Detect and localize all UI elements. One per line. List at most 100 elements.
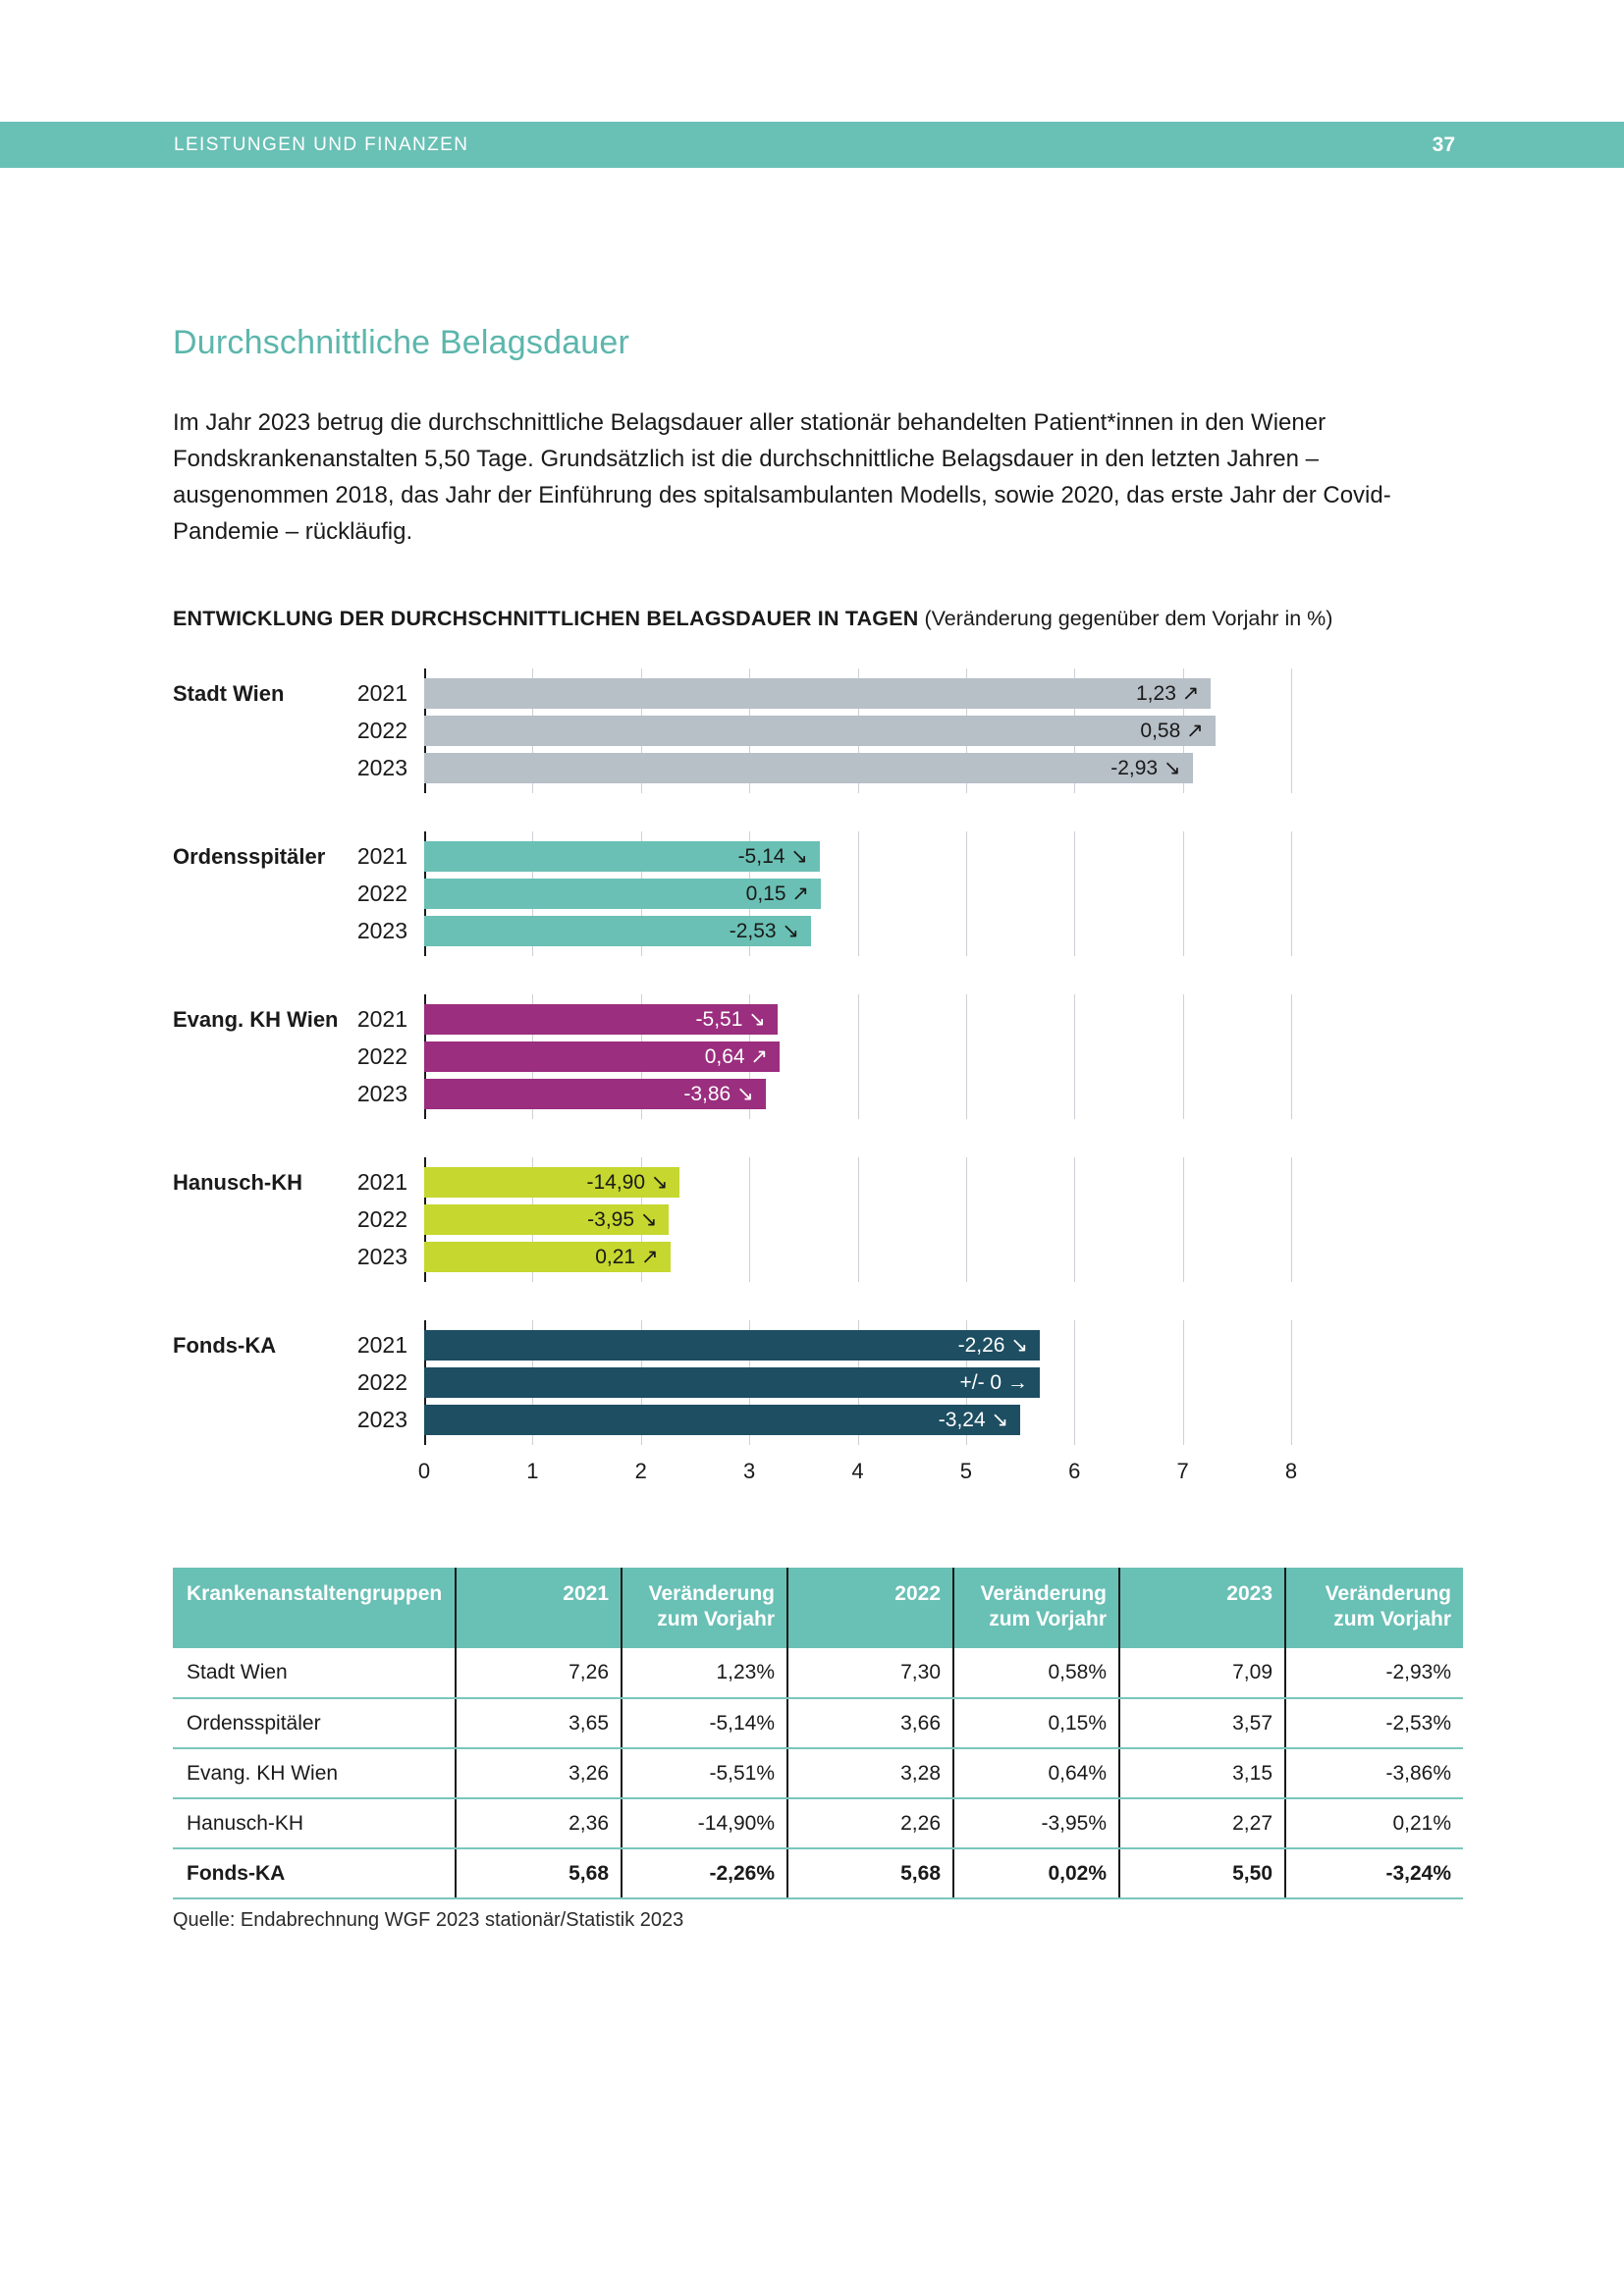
x-tick-label: 3: [743, 1459, 756, 1483]
chart-group-side: Stadt Wien 2021 2022 2023: [173, 668, 424, 793]
bar: -5,51 ↘: [424, 1004, 778, 1035]
table-cell-name: Fonds-KA: [173, 1848, 456, 1899]
table-cell-name: Ordensspitäler: [173, 1698, 456, 1749]
chart-group-side: Evang. KH Wien 2021 2022 2023: [173, 994, 424, 1119]
belagsdauer-bar-chart: Stadt Wien 2021 2022 2023 1,23 ↗ 0,58 ↗ -2,93 …: [173, 668, 1297, 1488]
gridline: [1182, 1320, 1184, 1445]
gridline: [1291, 831, 1292, 956]
table-cell-value: -2,53%: [1284, 1698, 1463, 1749]
bar: -14,90 ↘: [424, 1167, 680, 1198]
table-cell-value: -2,93%: [1284, 1648, 1463, 1699]
year-label: 2021: [356, 1169, 407, 1195]
bar: -3,24 ↘: [424, 1405, 1021, 1435]
table-cell-value: 1,23%: [621, 1648, 787, 1699]
bar-value-label: 1,23 ↗: [1136, 682, 1200, 705]
bar: 1,23 ↗: [424, 678, 1212, 709]
year-label: 2022: [356, 881, 407, 906]
bar-value-label: -5,14 ↘: [737, 845, 808, 868]
gridline: [1074, 1320, 1076, 1445]
table-cell-value: 2,36: [455, 1798, 622, 1849]
x-axis-tick-labels: 0 1 2 3 4 5 6 7 8: [418, 1459, 1297, 1488]
page-number: 37: [1432, 133, 1455, 156]
bar-value-label: -2,53 ↘: [729, 920, 800, 942]
table-header-col: 2022: [786, 1568, 953, 1648]
bar-value-label: 0,64 ↗: [704, 1045, 769, 1068]
x-tick-label: 1: [526, 1459, 539, 1483]
gridline: [857, 994, 859, 1119]
year-label: 2023: [356, 755, 407, 780]
table-cell-value: 7,26: [455, 1648, 622, 1699]
table-cell-value: 3,65: [455, 1698, 622, 1749]
bar-value-label: 0,58 ↗: [1140, 720, 1204, 742]
table-cell-value: -14,90%: [621, 1798, 787, 1849]
x-tick-label: 6: [1068, 1459, 1081, 1483]
table-cell-value: 0,21%: [1284, 1798, 1463, 1849]
table-header-row: Krankenanstaltengruppen 2021 Veränderung z…: [173, 1568, 1463, 1648]
chart-group-side: Fonds-KA 2021 2022 2023: [173, 1320, 424, 1445]
bar: +/- 0 →: [424, 1367, 1040, 1398]
table-cell-value: -2,26%: [621, 1848, 787, 1899]
section-heading: Durchschnittliche Belagsdauer: [173, 324, 630, 361]
x-tick-label: 7: [1176, 1459, 1189, 1483]
bar-value-label: -2,93 ↘: [1110, 757, 1181, 779]
table-cell-name: Hanusch-KH: [173, 1798, 456, 1849]
year-label: 2022: [356, 1043, 407, 1069]
bar: -2,93 ↘: [424, 753, 1193, 783]
table-cell-value: -5,51%: [621, 1748, 787, 1799]
chart-group: Fonds-KA 2021 2022 2023 -2,26 ↘ +/- 0 → -3,24 …: [173, 1320, 1292, 1445]
gridline: [965, 831, 967, 956]
section-breadcrumb: LEISTUNGEN UND FINANZEN: [174, 133, 469, 155]
group-label: Hanusch-KH: [173, 1170, 303, 1195]
page-header-band: LEISTUNGEN UND FINANZEN 37: [0, 122, 1624, 168]
bar: -2,26 ↘: [424, 1330, 1040, 1361]
bar-row: -2,26 ↘: [424, 1330, 1291, 1361]
chart-groups: Stadt Wien 2021 2022 2023 1,23 ↗ 0,58 ↗ -2,93 …: [173, 668, 1292, 1445]
group-label: Ordensspitäler: [173, 844, 326, 869]
table-cell-value: 0,15%: [952, 1698, 1119, 1749]
bar-row: -3,86 ↘: [424, 1079, 1291, 1109]
group-label: Fonds-KA: [173, 1333, 277, 1358]
chart-title: ENTWICKLUNG DER DURCHSCHNITTLICHEN BELAG…: [173, 607, 1332, 631]
bar-value-label: 0,15 ↗: [745, 882, 809, 905]
year-label: 2023: [356, 918, 407, 943]
year-label: 2022: [356, 1206, 407, 1232]
gridline: [1182, 831, 1184, 956]
bar-row: -3,24 ↘: [424, 1405, 1291, 1435]
table-cell-value: 0,58%: [952, 1648, 1119, 1699]
year-label: 2023: [356, 1407, 407, 1432]
gridline: [1291, 1157, 1292, 1282]
table-cell-name: Evang. KH Wien: [173, 1748, 456, 1799]
bar-row: 0,15 ↗: [424, 879, 1291, 909]
x-tick-label: 0: [417, 1459, 431, 1483]
year-label: 2021: [356, 1006, 407, 1032]
bar-value-label: -3,24 ↘: [938, 1409, 1009, 1431]
gridline: [965, 1157, 967, 1282]
chart-title-bold: ENTWICKLUNG DER DURCHSCHNITTLICHEN BELAG…: [173, 607, 919, 630]
bar: 0,64 ↗: [424, 1041, 781, 1072]
table-cell-value: 3,57: [1118, 1698, 1285, 1749]
bar-value-label: 0,21 ↗: [595, 1246, 659, 1268]
group-label: Evang. KH Wien: [173, 1007, 339, 1032]
table-row: Ordensspitäler 3,65 -5,14% 3,66 0,15% 3,57 -2,…: [173, 1698, 1463, 1749]
table-cell-value: 0,02%: [952, 1848, 1119, 1899]
table-cell-value: 5,68: [455, 1848, 622, 1899]
chart-group-plot: -14,90 ↘ -3,95 ↘ 0,21 ↗: [424, 1157, 1292, 1282]
gridline: [965, 994, 967, 1119]
x-tick-label: 2: [634, 1459, 647, 1483]
gridline: [749, 1157, 751, 1282]
table-cell-value: 3,28: [786, 1748, 953, 1799]
table-row: Fonds-KA 5,68 -2,26% 5,68 0,02% 5,50 -3,24%: [173, 1848, 1463, 1899]
chart-group-plot: -5,14 ↘ 0,15 ↗ -2,53 ↘: [424, 831, 1292, 956]
bar-row: -5,14 ↘: [424, 841, 1291, 872]
chart-group: Ordensspitäler 2021 2022 2023 -5,14 ↘ 0,15 ↗ -…: [173, 831, 1292, 956]
gridline: [857, 1157, 859, 1282]
chart-group: Evang. KH Wien 2021 2022 2023 -5,51 ↘ 0,64 ↗ -…: [173, 994, 1292, 1119]
table-cell-value: 7,09: [1118, 1648, 1285, 1699]
bar-value-label: -3,86 ↘: [683, 1083, 754, 1105]
table-cell-name: Stadt Wien: [173, 1648, 456, 1699]
chart-title-note: (Veränderung gegenüber dem Vorjahr in %): [918, 607, 1333, 630]
bar-row: -2,53 ↘: [424, 916, 1291, 946]
chart-group-plot: -5,51 ↘ 0,64 ↗ -3,86 ↘: [424, 994, 1292, 1119]
table-cell-value: 3,26: [455, 1748, 622, 1799]
